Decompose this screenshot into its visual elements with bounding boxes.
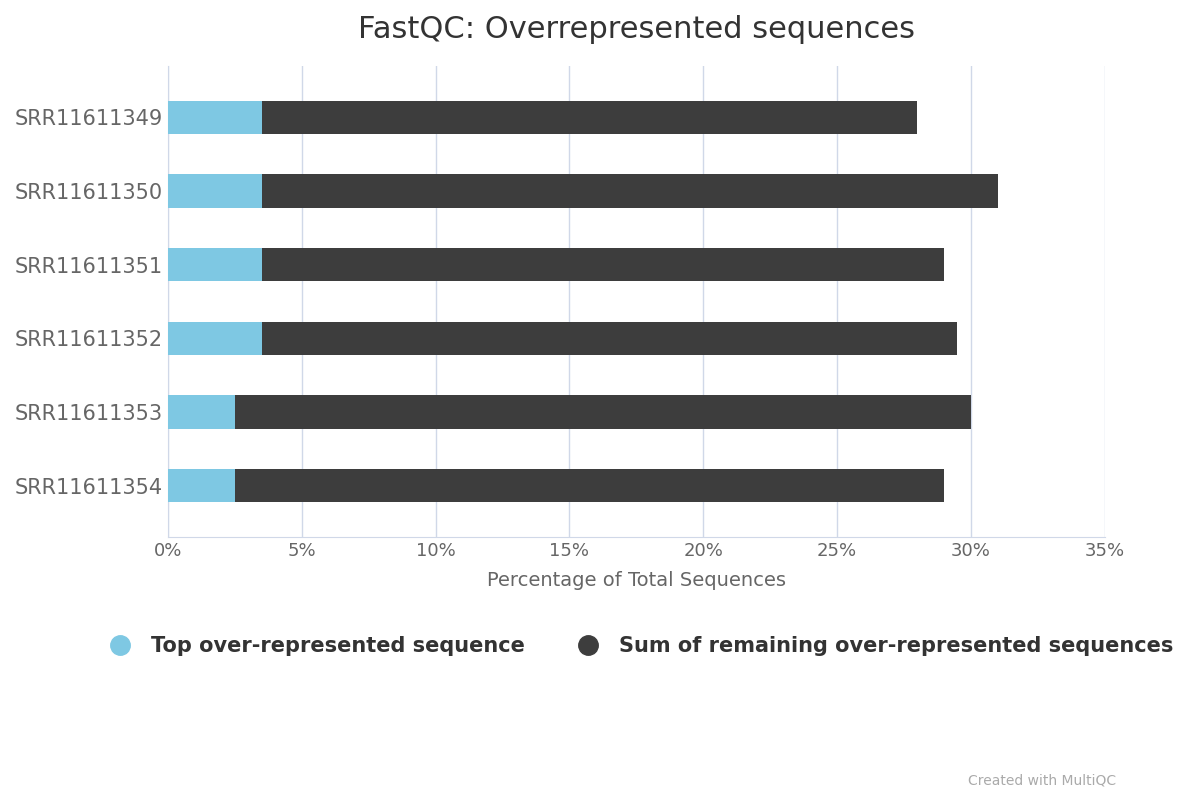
Bar <box>262 174 997 207</box>
Title: FastQC: Overrepresented sequences: FastQC: Overrepresented sequences <box>358 15 914 44</box>
Bar <box>168 248 262 282</box>
Text: Created with MultiQC: Created with MultiQC <box>968 774 1116 788</box>
Bar <box>168 174 262 207</box>
Bar <box>262 248 944 282</box>
X-axis label: Percentage of Total Sequences: Percentage of Total Sequences <box>487 571 786 590</box>
Bar <box>168 395 235 429</box>
Bar <box>168 101 262 134</box>
Bar <box>262 101 917 134</box>
Bar <box>168 322 262 355</box>
Bar <box>235 469 944 502</box>
Bar <box>235 395 971 429</box>
Bar <box>262 322 958 355</box>
Bar <box>168 469 235 502</box>
Legend: Top over-represented sequence, Sum of remaining over-represented sequences: Top over-represented sequence, Sum of re… <box>91 628 1182 665</box>
